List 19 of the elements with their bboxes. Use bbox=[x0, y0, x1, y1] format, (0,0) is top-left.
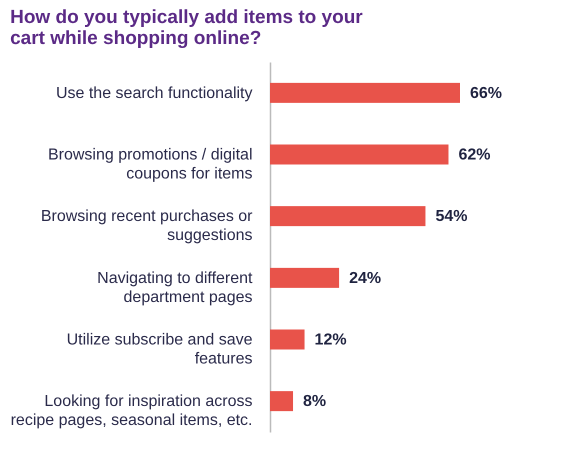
data-label: 54% bbox=[435, 208, 468, 226]
y-tick-label: Browsing promotions / digital coupons for items bbox=[48, 146, 252, 182]
bar bbox=[270, 268, 340, 288]
data-label: 24% bbox=[349, 270, 382, 287]
y-tick-label: Use the search functionality bbox=[56, 84, 252, 102]
data-label: 12% bbox=[314, 332, 347, 348]
chart-title: How do you typically add items to your cart while shopping online? bbox=[10, 7, 364, 49]
bar bbox=[270, 82, 460, 103]
bar bbox=[270, 206, 426, 226]
data-label: 66% bbox=[470, 84, 502, 102]
bar bbox=[270, 144, 448, 164]
bar bbox=[270, 330, 305, 350]
y-tick-label: Utilize subscribe and save features bbox=[66, 332, 253, 368]
y-tick-label: Navigating to different department pages bbox=[97, 270, 254, 306]
bar bbox=[270, 391, 294, 412]
data-label: 8% bbox=[303, 393, 326, 410]
y-tick-label: Browsing recent purchases or suggestions bbox=[40, 208, 254, 244]
data-label: 62% bbox=[458, 146, 491, 164]
y-tick-label: Looking for inspiration across recipe pages, seasonal items, etc. bbox=[10, 393, 252, 430]
